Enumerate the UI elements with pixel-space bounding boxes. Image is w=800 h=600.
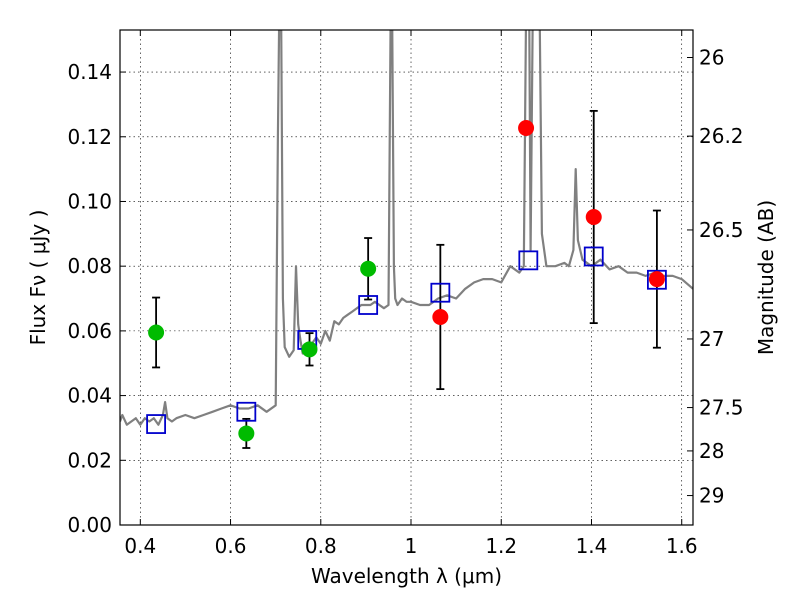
right-tick-label: 28 (699, 439, 724, 463)
model-box (358, 295, 379, 315)
right-tick-label: 27 (699, 327, 724, 351)
y-tick-label: 0.06 (67, 319, 112, 343)
y-tick-label: 0.00 (67, 513, 112, 537)
ticks-layer: 0.4 0.6 0.8 1 1.2 1.4 1.6 0.00 0.02 0.04 0.06 0.08 0… (67, 30, 744, 558)
data-point (238, 425, 255, 442)
model-box (236, 401, 257, 422)
right-tick-label: 26.5 (699, 218, 744, 242)
right-axis-title: Magnitude (AB) (754, 200, 778, 355)
right-tick-label: 26 (699, 46, 724, 70)
spectrum-line (120, 30, 693, 426)
model-box (146, 414, 166, 434)
y-tick-label: 0.02 (67, 448, 112, 472)
right-tick-label: 29 (699, 484, 724, 508)
points-layer (146, 109, 667, 449)
x-tick-label: 0.4 (124, 534, 156, 558)
x-axis-title: Wavelength λ (μm) (311, 564, 502, 588)
y-tick-label: 0.04 (67, 384, 112, 408)
model-box (583, 246, 604, 267)
right-tick-label: 27.5 (699, 396, 744, 420)
x-tick-label: 1 (405, 534, 418, 558)
grid (120, 30, 693, 526)
x-tick-label: 0.8 (305, 534, 337, 558)
right-tick-label: 26.2 (699, 124, 744, 148)
y-tick-label: 0.12 (67, 125, 112, 149)
model-box (518, 250, 539, 271)
x-tick-label: 1.2 (485, 534, 517, 558)
data-point (648, 271, 665, 288)
model-box (647, 269, 667, 290)
plot-frame (119, 29, 694, 526)
x-tick-label: 1.4 (576, 534, 608, 558)
y-tick-label: 0.14 (67, 60, 112, 84)
data-point (432, 308, 449, 325)
y-axis-title: Flux Fν ( μJy ) (26, 210, 50, 346)
data-point (518, 120, 535, 137)
data-point (301, 341, 318, 358)
spectrum-layer (120, 30, 693, 426)
y-tick-label: 0.08 (67, 254, 112, 278)
data-point (360, 260, 377, 277)
y-tick-label: 0.10 (67, 189, 112, 213)
x-tick-label: 1.6 (666, 534, 698, 558)
x-tick-label: 0.6 (215, 534, 247, 558)
data-point (148, 324, 165, 341)
data-point (585, 209, 602, 225)
model-box (430, 282, 451, 303)
